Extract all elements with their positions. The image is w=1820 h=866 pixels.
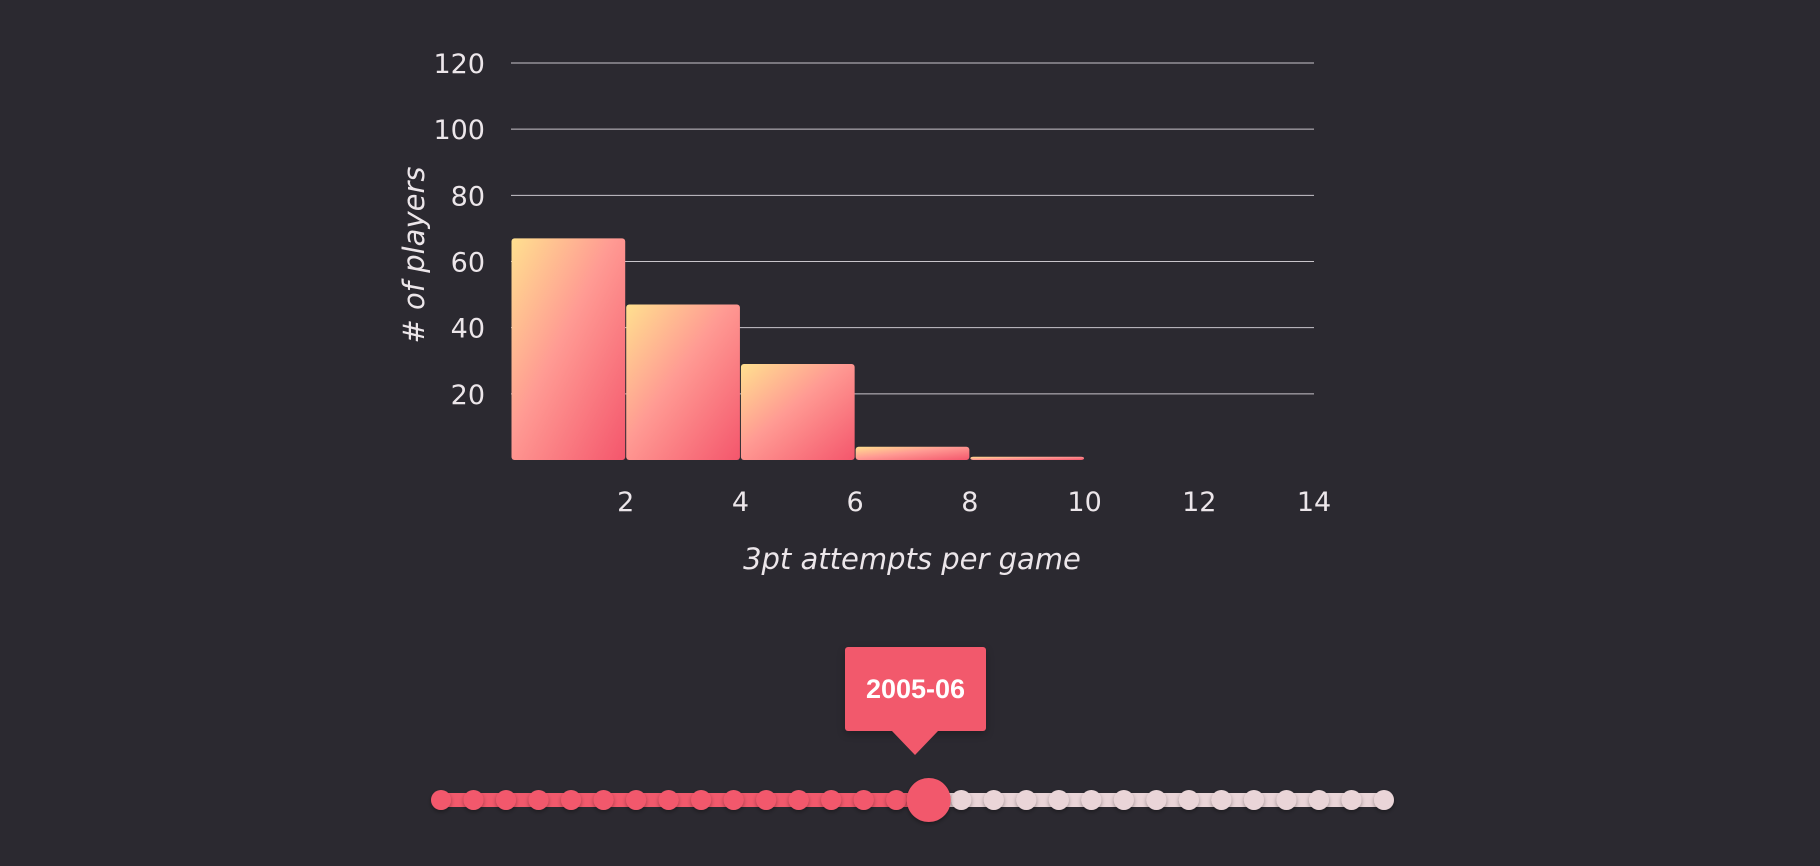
x-axis-ticks: 2 4 6 8 10 12 14 — [617, 487, 1331, 518]
slider-stop[interactable] — [821, 790, 842, 810]
x-axis-title: 3pt attempts per game — [743, 542, 1081, 576]
slider-stop[interactable] — [593, 790, 614, 810]
x-tick-label: 12 — [1182, 487, 1216, 518]
y-tick-label: 100 — [433, 115, 485, 146]
y-tick-label: 80 — [451, 181, 485, 212]
histogram-bar — [511, 238, 626, 460]
slider-stop[interactable] — [983, 790, 1004, 810]
slider-stop[interactable] — [1276, 790, 1297, 810]
x-tick-label: 8 — [961, 487, 978, 518]
slider-stop[interactable] — [626, 790, 647, 810]
bars — [511, 238, 1085, 460]
y-axis-ticks: 20 40 60 80 100 120 — [433, 49, 485, 411]
slider-stop[interactable] — [1308, 790, 1329, 810]
slider-stop[interactable] — [658, 790, 679, 810]
x-tick-label: 10 — [1067, 487, 1101, 518]
season-tooltip: 2005-06 — [845, 647, 986, 731]
y-tick-label: 20 — [451, 380, 485, 411]
x-tick-label: 6 — [847, 487, 864, 518]
slider-stop[interactable] — [756, 790, 777, 810]
slider-stop[interactable] — [528, 790, 549, 810]
slider-stop[interactable] — [853, 790, 874, 810]
slider-stop[interactable] — [788, 790, 809, 810]
slider-stop[interactable] — [496, 790, 517, 810]
slider-stop[interactable] — [1048, 790, 1069, 810]
slider-stop[interactable] — [463, 790, 484, 810]
histogram-bar — [740, 364, 855, 460]
y-tick-label: 60 — [451, 248, 485, 279]
slider-handle[interactable] — [906, 778, 951, 822]
slider-stop[interactable] — [431, 790, 451, 810]
histogram-bar — [855, 446, 970, 460]
slider-stop[interactable] — [1374, 790, 1394, 810]
y-axis-title: # of players — [397, 167, 431, 344]
season-tooltip-label: 2005-06 — [865, 673, 966, 704]
slider-stop[interactable] — [1146, 790, 1167, 810]
slider-stop[interactable] — [723, 790, 744, 810]
slider-stop[interactable] — [1178, 790, 1199, 810]
season-slider[interactable] — [431, 778, 1394, 822]
x-tick-label: 14 — [1297, 487, 1331, 518]
x-tick-label: 2 — [617, 487, 634, 518]
slider-stop[interactable] — [951, 790, 972, 810]
slider-stop[interactable] — [561, 790, 582, 810]
slider-stop[interactable] — [1211, 790, 1232, 810]
histogram-bar — [626, 304, 740, 460]
slider-stop[interactable] — [886, 790, 907, 810]
slider-stop[interactable] — [1243, 790, 1264, 810]
y-tick-label: 40 — [451, 314, 485, 345]
slider-stop[interactable] — [1081, 790, 1102, 810]
season-tooltip-pointer — [892, 731, 938, 755]
y-tick-label: 120 — [433, 49, 485, 80]
slider-stop[interactable] — [1113, 790, 1134, 810]
slider-stop[interactable] — [1341, 790, 1362, 810]
slider-stop[interactable] — [1016, 790, 1037, 810]
slider-stop[interactable] — [691, 790, 712, 810]
histogram-bar — [970, 456, 1085, 460]
x-tick-label: 4 — [732, 487, 749, 518]
